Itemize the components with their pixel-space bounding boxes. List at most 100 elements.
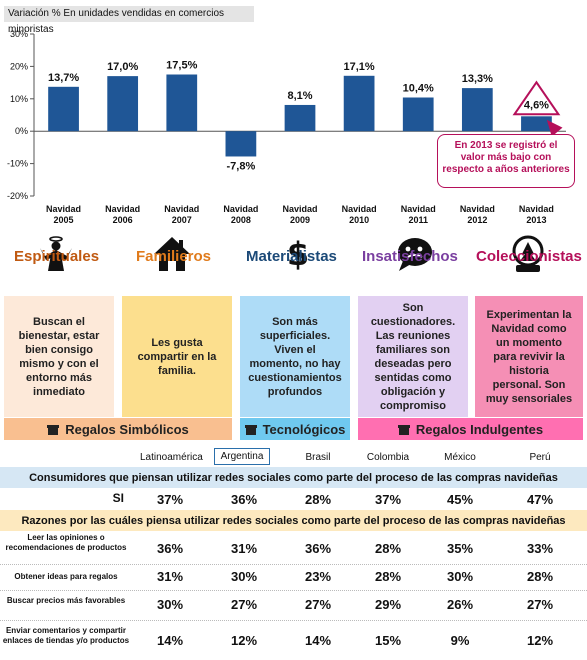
table2-cell: 28%	[526, 569, 554, 584]
table2-cell: 14%	[304, 633, 332, 648]
table2-cell: 27%	[526, 597, 554, 612]
category-label: 2010	[349, 215, 369, 225]
table2-cell: 36%	[304, 541, 332, 556]
gift-band-label: Tecnológicos	[262, 421, 346, 437]
segment-name-familieros: Familieros	[136, 248, 212, 265]
country-header-brasil: Brasil	[305, 452, 331, 463]
category-label: 2013	[526, 215, 546, 225]
table2-cell: 30%	[230, 569, 258, 584]
segment-desc-coleccionistas: Experimentan la Navidad como un momento …	[475, 296, 583, 417]
house-icon	[150, 234, 194, 274]
gift-band-indulgentes: Regalos Indulgentes	[358, 418, 583, 440]
gift-band-tecnologicos: Tecnológicos	[240, 418, 350, 440]
table2-cell: 28%	[374, 541, 402, 556]
gift-band-label: Regalos Indulgentes	[415, 421, 544, 437]
category-label: Navidad	[282, 204, 317, 214]
speech-bubble-icon	[393, 234, 437, 274]
table2-cell: 33%	[526, 541, 554, 556]
category-label: 2008	[231, 215, 251, 225]
category-label: Navidad	[342, 204, 377, 214]
data-label: 17,0%	[107, 61, 138, 73]
segment-desc-materialistas: Son más superficiales. Viven el momento,…	[240, 296, 350, 417]
table2-cell: 30%	[446, 569, 474, 584]
row-divider	[0, 564, 587, 565]
table2-cell: 27%	[230, 597, 258, 612]
y-tick-label: -20%	[7, 191, 28, 201]
gift-icon	[47, 423, 60, 435]
table2-cell: 23%	[304, 569, 332, 584]
segment-desc-espirituales: Buscan el bienestar, estar bien consigo …	[4, 296, 114, 417]
country-header-argentina[interactable]: Argentina	[214, 448, 270, 465]
segment-name-coleccionistas: Coleccionistas	[476, 248, 582, 265]
table1-cell: 37%	[374, 492, 402, 507]
category-label: Navidad	[164, 204, 199, 214]
dollar-icon: $	[286, 235, 310, 273]
table2-cell: 36%	[156, 541, 184, 556]
bar	[402, 97, 434, 132]
segment-desc-insatisfechos: Son cuestionadores. Las reuniones famili…	[358, 296, 468, 417]
table2-cell: 28%	[374, 569, 402, 584]
table2-cell: 12%	[526, 633, 554, 648]
table2-row-label: Enviar comentarios y compartir enlaces d…	[2, 626, 130, 645]
category-label: Navidad	[460, 204, 495, 214]
category-label: 2012	[467, 215, 487, 225]
y-tick-label: -10%	[7, 159, 28, 169]
gift-icon	[397, 423, 410, 435]
table1-cell: 37%	[156, 492, 184, 507]
table2-header: Razones por las cuáles piensa utilizar r…	[0, 510, 587, 531]
category-label: Navidad	[519, 204, 554, 214]
table1-cell: 36%	[230, 492, 258, 507]
table1-cell: 28%	[304, 492, 332, 507]
data-label: 10,4%	[403, 83, 434, 95]
category-label: Navidad	[105, 204, 140, 214]
table2-cell: 15%	[374, 633, 402, 648]
table2-cell: 29%	[374, 597, 402, 612]
table2-cell: 9%	[450, 633, 470, 648]
segment-name-espirituales: Espirituales	[14, 248, 100, 265]
bar	[225, 131, 257, 157]
row-divider	[0, 620, 587, 621]
data-label: 8,1%	[287, 90, 312, 102]
bar	[521, 116, 552, 132]
angel-icon	[34, 234, 78, 274]
y-tick-label: 0%	[15, 126, 28, 136]
country-header-colombia: Colombia	[366, 452, 410, 463]
category-label: Navidad	[401, 204, 436, 214]
y-tick-label: 20%	[10, 61, 28, 71]
table2-cell: 14%	[156, 633, 184, 648]
data-label: 13,3%	[462, 73, 493, 85]
table2-cell: 27%	[304, 597, 332, 612]
gift-band-label: Regalos Simbólicos	[65, 421, 189, 437]
y-tick-label: 30%	[10, 29, 28, 39]
category-label: 2007	[172, 215, 192, 225]
segment-name-insatisfechos: Insatisfechos	[362, 248, 458, 265]
bar-chart: -20%-10%0%10%20%30%13,7%Navidad200517,0%…	[7, 29, 566, 225]
country-header-peru: Perú	[529, 452, 551, 463]
bar	[48, 86, 79, 132]
category-label: 2005	[54, 215, 74, 225]
category-label: Navidad	[46, 204, 81, 214]
data-label: -7,8%	[227, 160, 256, 172]
country-header-mexico: México	[444, 452, 476, 463]
table2-cell: 26%	[446, 597, 474, 612]
table2-cell: 30%	[156, 597, 184, 612]
snow-globe-icon	[506, 234, 550, 274]
bar	[107, 76, 139, 132]
data-label: 4,6%	[524, 99, 549, 111]
bar	[166, 74, 198, 132]
gift-band-simbolicos: Regalos Simbólicos	[4, 418, 232, 440]
category-label: 2006	[113, 215, 133, 225]
category-label: Navidad	[223, 204, 258, 214]
table1-cell: 45%	[446, 492, 474, 507]
table2-row-label: Leer las opiniones o recomendaciones de …	[5, 533, 127, 552]
callout-note: En 2013 se registró el valor más bajo co…	[437, 134, 575, 188]
highlight-triangle	[512, 80, 561, 116]
y-tick-label: 10%	[10, 94, 28, 104]
segment-name-materialistas: Materialistas	[246, 248, 337, 265]
bar	[284, 104, 316, 132]
table2-cell: 31%	[156, 569, 184, 584]
data-label: 17,5%	[166, 60, 197, 72]
table2-row-label: Obtener ideas para regalos	[14, 572, 118, 581]
table1-header: Consumidores que piensan utilizar redes …	[0, 467, 587, 488]
